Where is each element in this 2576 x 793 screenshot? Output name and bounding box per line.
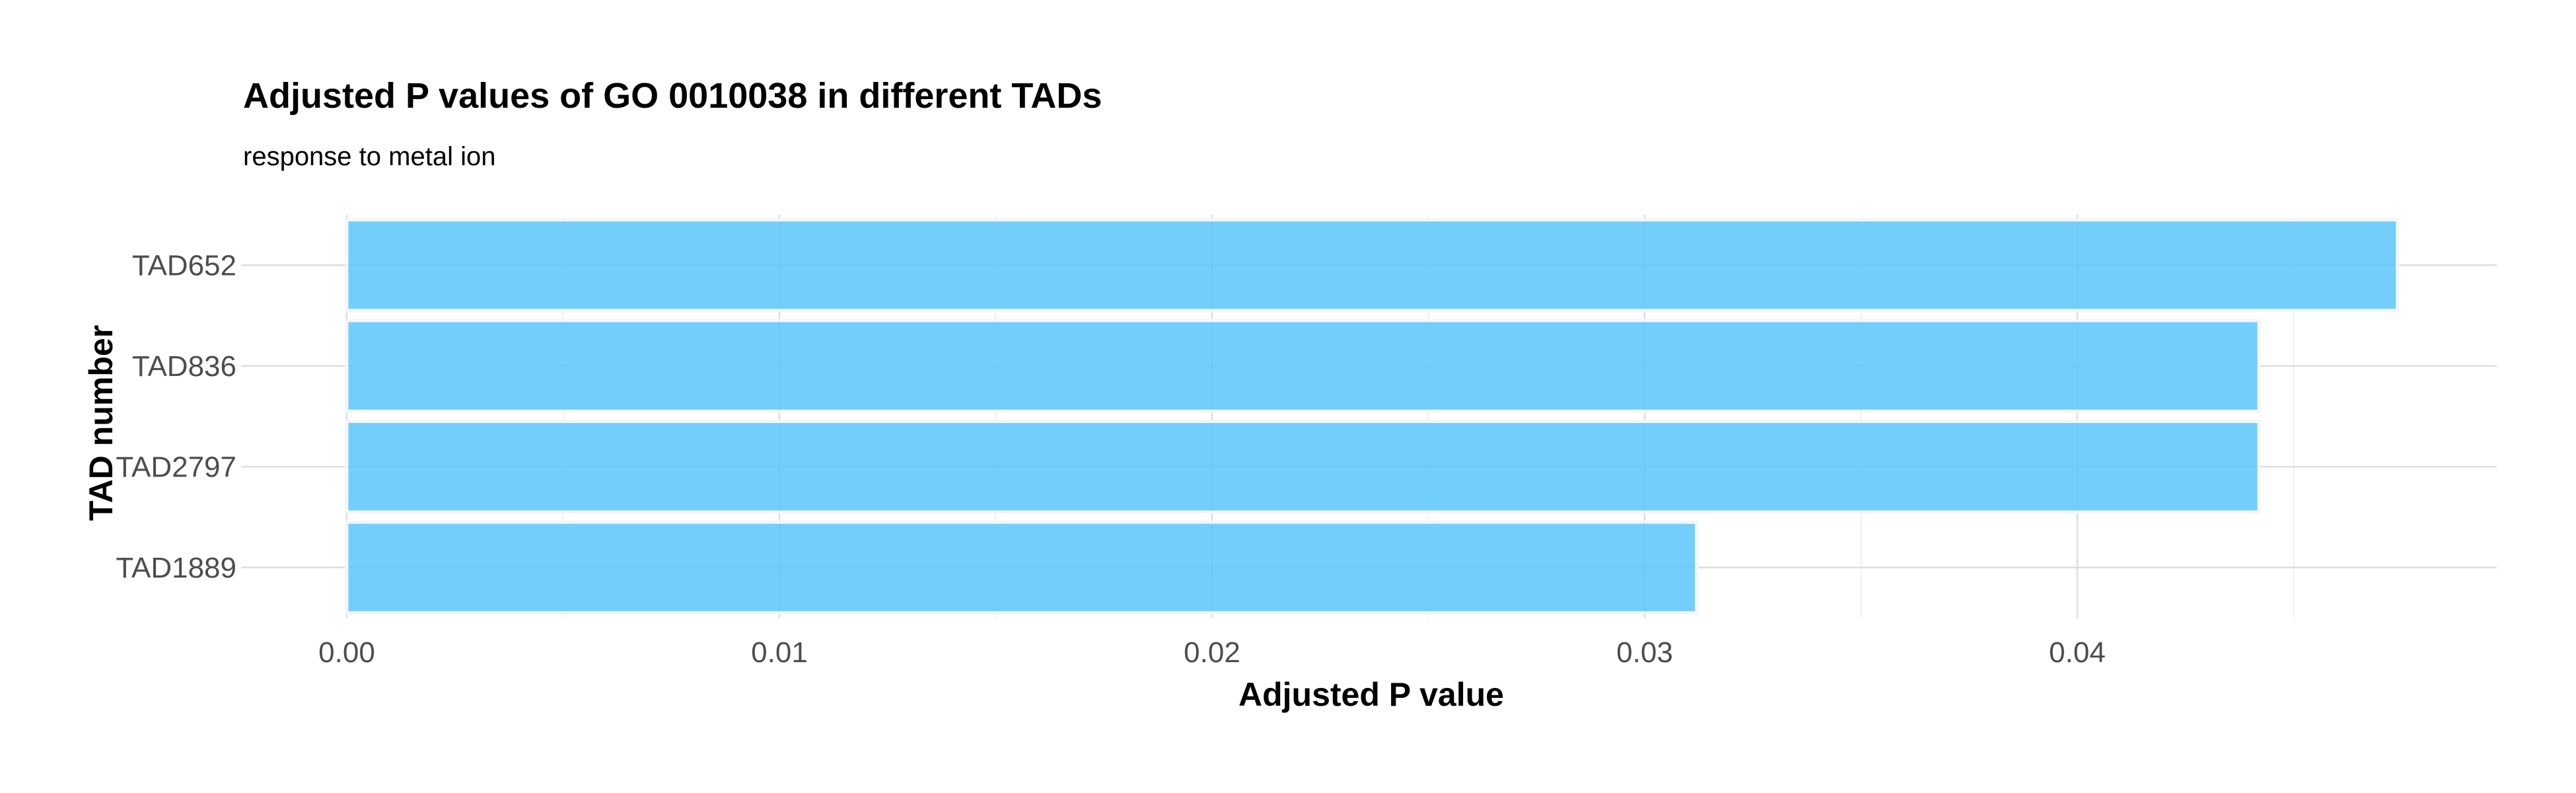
- x-tick-label: 0.03: [1616, 636, 1673, 669]
- y-axis-title: TAD number: [83, 325, 120, 521]
- bars: [345, 218, 2400, 615]
- x-tick-label: 0.04: [2049, 636, 2106, 669]
- x-tick-label: 0.01: [751, 636, 808, 669]
- chart-subtitle: response to metal ion: [243, 142, 495, 171]
- bar-tad836: [345, 319, 2261, 413]
- chart-title: Adjusted P values of GO 0010038 in diffe…: [243, 76, 1102, 116]
- x-axis-title: Adjusted P value: [1238, 676, 1504, 713]
- y-tick-label: TAD652: [132, 249, 236, 282]
- bar-tad652: [345, 218, 2400, 313]
- y-tick-label: TAD836: [132, 350, 236, 383]
- bar-tad2797: [345, 420, 2261, 514]
- y-tick-labels: TAD652 TAD836 TAD2797 TAD1889: [116, 249, 236, 584]
- y-tick-label: TAD2797: [116, 451, 236, 483]
- y-tick-label: TAD1889: [116, 552, 236, 584]
- x-tick-label: 0.00: [318, 636, 375, 669]
- x-tick-labels: 0.00 0.01 0.02 0.03 0.04: [318, 636, 2106, 669]
- x-tick-label: 0.02: [1184, 636, 1240, 669]
- bar-tad1889: [345, 520, 1699, 615]
